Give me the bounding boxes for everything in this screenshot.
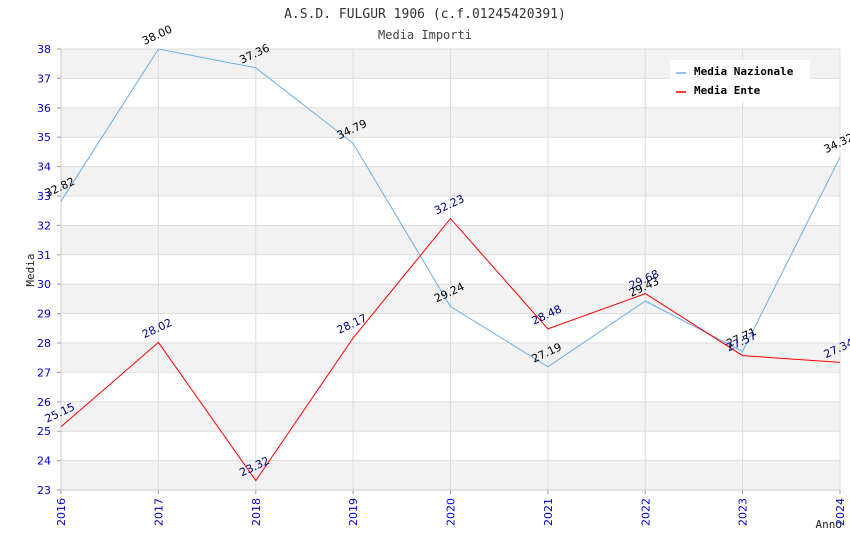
- y-tick-label: 23: [37, 484, 51, 497]
- y-tick-label: 27: [37, 366, 51, 379]
- legend-box: [670, 60, 810, 101]
- chart-title: A.S.D. FULGUR 1906 (c.f.01245420391): [284, 7, 566, 22]
- legend-label-media-nazionale: Media Nazionale: [694, 65, 794, 78]
- x-tick-labels: 2016 2017 2018 2019 2020 2021 2022 2023 2024: [55, 498, 847, 526]
- x-tick-label: 2022: [639, 498, 652, 526]
- axes: [57, 48, 841, 494]
- x-tick-label: 2023: [737, 498, 750, 526]
- y-tick-label: 24: [37, 455, 51, 468]
- x-tick-label: 2020: [445, 498, 458, 526]
- y-tick-label: 35: [37, 131, 51, 144]
- y-tick-label: 36: [37, 102, 51, 115]
- y-tick-label: 33: [37, 190, 51, 203]
- x-axis-label: Anno: [816, 518, 843, 531]
- y-tick-label: 34: [37, 161, 51, 174]
- x-tick-label: 2019: [347, 498, 360, 526]
- y-tick-labels: 23 24 25 26 27 28 29 30 31 32 33 34 35 36 37 38: [37, 43, 51, 497]
- data-label: 28.17: [335, 312, 369, 337]
- y-tick-label: 28: [37, 337, 51, 350]
- legend-label-media-ente: Media Ente: [694, 84, 761, 97]
- y-axis-label: Media: [24, 253, 37, 286]
- x-tick-label: 2016: [55, 498, 68, 526]
- series-line-media-ente: [60, 217, 841, 482]
- y-tick-label: 32: [37, 219, 51, 232]
- x-tick-label: 2018: [250, 498, 263, 526]
- y-tick-label: 31: [37, 249, 51, 262]
- y-tick-label: 29: [37, 308, 51, 321]
- y-tick-label: 37: [37, 72, 51, 85]
- y-tick-label: 38: [37, 43, 51, 56]
- y-tick-label: 30: [37, 278, 51, 291]
- y-tick-label: 26: [37, 396, 51, 409]
- data-label: 38.00: [140, 23, 174, 48]
- chart-subtitle: Media Importi: [378, 28, 472, 42]
- x-tick-label: 2024: [834, 498, 847, 526]
- x-tick-label: 2017: [152, 498, 165, 526]
- data-label: 28.02: [140, 316, 174, 341]
- series-lines: [60, 48, 841, 482]
- x-tick-label: 2021: [542, 498, 555, 526]
- legend: Media Nazionale Media Ente: [670, 60, 810, 101]
- y-tick-label: 25: [37, 425, 51, 438]
